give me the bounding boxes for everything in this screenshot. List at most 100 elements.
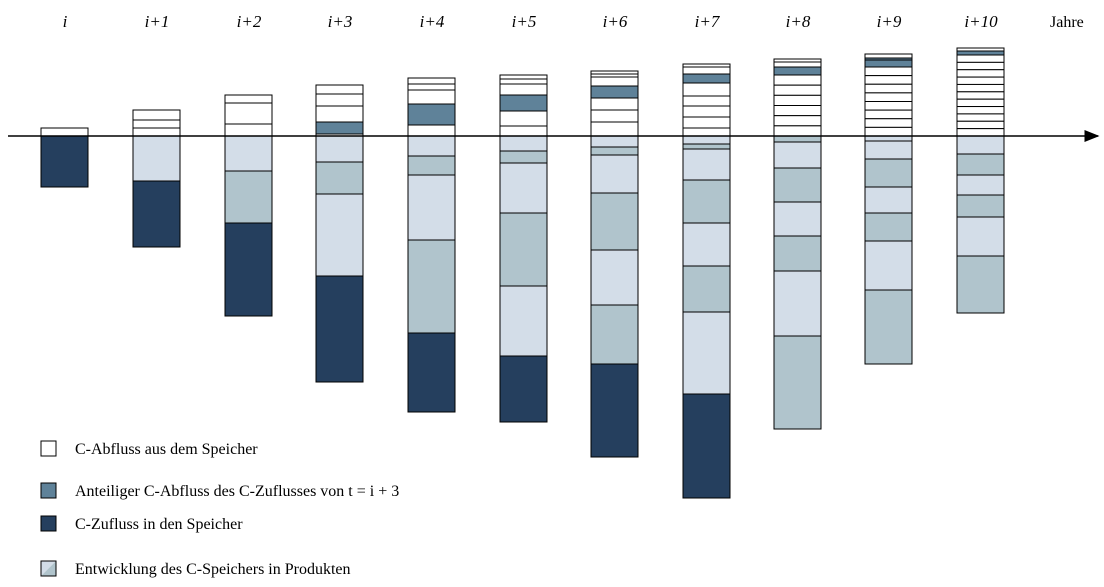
segment — [682, 105, 731, 118]
segment — [956, 61, 1005, 71]
segment — [773, 335, 822, 430]
segment — [773, 201, 822, 237]
segment — [224, 135, 273, 172]
column — [224, 94, 273, 317]
segment — [407, 332, 456, 413]
segment — [315, 121, 364, 135]
segment — [956, 76, 1005, 85]
segment — [407, 103, 456, 126]
segment — [315, 161, 364, 195]
column-label: i+7 — [695, 12, 721, 31]
segment — [590, 135, 639, 148]
legend-text: Entwicklung des C-Speichers in Produkten — [75, 561, 351, 578]
segment — [499, 74, 548, 80]
segment — [499, 125, 548, 137]
column — [315, 84, 364, 383]
column — [40, 127, 89, 188]
segment — [40, 135, 89, 188]
segment — [864, 53, 913, 59]
column-label: i+5 — [512, 12, 537, 31]
segment — [590, 146, 639, 156]
segment — [773, 125, 822, 137]
segment — [407, 83, 456, 91]
segment — [499, 162, 548, 214]
segment — [590, 85, 639, 99]
segment — [956, 153, 1005, 176]
legend-swatch — [40, 560, 57, 577]
segment — [956, 98, 1005, 108]
segment — [956, 135, 1005, 155]
segment — [132, 180, 181, 248]
column-label: i+3 — [328, 12, 353, 31]
segment — [499, 135, 548, 152]
segment — [682, 127, 731, 137]
segment — [590, 363, 639, 458]
segment — [315, 193, 364, 277]
column-label: i+6 — [603, 12, 628, 31]
segment — [407, 124, 456, 137]
segment — [956, 91, 1005, 100]
segment — [315, 105, 364, 123]
column — [682, 63, 731, 499]
segment — [773, 61, 822, 68]
segment — [864, 126, 913, 137]
segment — [956, 54, 1005, 63]
legend-swatch — [40, 482, 57, 499]
segment — [407, 77, 456, 85]
column — [590, 70, 639, 458]
segment — [864, 59, 913, 68]
segment — [864, 118, 913, 128]
segment — [864, 158, 913, 188]
segment — [682, 179, 731, 224]
column-label: i+1 — [145, 12, 170, 31]
segment — [956, 106, 1005, 115]
segment — [864, 186, 913, 214]
column-label: i+10 — [964, 12, 998, 31]
segment — [773, 74, 822, 86]
segment — [499, 212, 548, 287]
segment — [407, 174, 456, 241]
column — [956, 47, 1005, 314]
segment — [956, 83, 1005, 93]
segment — [864, 240, 913, 291]
segment — [407, 135, 456, 157]
segment — [682, 148, 731, 181]
segment — [956, 255, 1005, 314]
segment — [682, 265, 731, 313]
segment — [499, 285, 548, 357]
segment — [864, 101, 913, 111]
segment — [224, 170, 273, 224]
segment — [132, 109, 181, 121]
segment — [773, 141, 822, 169]
legend-text: C-Abfluss aus dem Speicher — [75, 441, 258, 458]
segment — [224, 102, 273, 125]
legend-text: Anteiliger C-Abfluss des C-Zuflusses von… — [75, 483, 399, 500]
segment — [864, 109, 913, 120]
segment — [956, 216, 1005, 257]
segment — [590, 76, 639, 87]
segment — [682, 95, 731, 107]
segment — [773, 94, 822, 107]
column-label: i+4 — [420, 12, 445, 31]
segment — [590, 154, 639, 194]
segment — [773, 135, 822, 143]
segment — [40, 127, 89, 137]
segment — [682, 135, 731, 145]
segment — [590, 97, 639, 111]
segment — [682, 222, 731, 267]
segment — [864, 289, 913, 365]
segment — [499, 83, 548, 96]
segment — [224, 94, 273, 104]
segment — [590, 304, 639, 365]
column — [864, 53, 913, 365]
segment — [773, 84, 822, 96]
segment — [773, 115, 822, 127]
segment — [773, 167, 822, 203]
segment — [590, 109, 639, 123]
segment — [773, 105, 822, 117]
segment — [224, 222, 273, 317]
segment — [956, 50, 1005, 56]
segment — [590, 121, 639, 137]
column — [407, 77, 456, 413]
